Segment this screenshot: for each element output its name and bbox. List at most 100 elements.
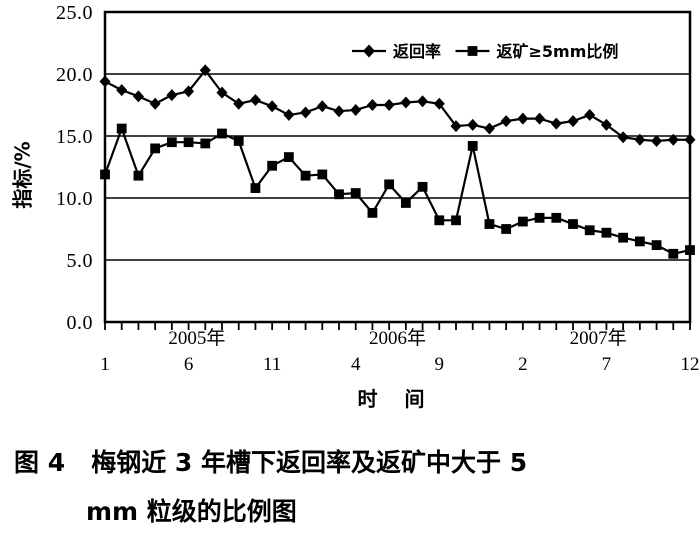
y-tick-label: 20.0	[56, 64, 93, 86]
line-chart: 0.05.010.015.020.025.0 1 6 11 4 9 2 7 12 2005年 2…	[11, 2, 700, 411]
data-point-marker	[567, 115, 579, 128]
data-point-marker	[634, 133, 646, 146]
data-point-marker	[551, 212, 562, 223]
figure-caption-line-2: mm 粒级的比例图	[86, 497, 297, 526]
data-point-marker	[500, 115, 512, 128]
x-axis-year-label: 2006年	[369, 327, 426, 349]
data-point-marker	[634, 236, 645, 247]
gridlines	[105, 73, 690, 261]
data-point-marker	[149, 97, 161, 110]
data-point-marker	[333, 105, 345, 118]
data-point-marker	[451, 215, 461, 226]
data-point-marker	[367, 207, 378, 218]
data-point-marker	[217, 128, 227, 139]
data-point-marker	[568, 219, 578, 229]
data-point-marker	[334, 189, 344, 200]
data-point-marker	[99, 75, 111, 88]
data-point-marker	[417, 95, 429, 108]
y-tick-label: 10.0	[56, 188, 93, 210]
data-point-marker	[685, 245, 695, 255]
data-point-marker	[483, 122, 495, 135]
data-point-marker	[601, 227, 612, 238]
data-point-marker	[316, 100, 328, 113]
legend-item-return-ore-5mm: 返矿≥5mm比例	[455, 42, 619, 61]
data-point-marker	[166, 137, 177, 148]
data-point-marker	[618, 232, 629, 243]
series-return-ore-5mm	[100, 123, 695, 259]
data-point-marker	[550, 117, 562, 130]
x-tick-label: 4	[351, 354, 361, 375]
data-point-marker	[684, 133, 696, 146]
x-axis-ticks	[104, 322, 691, 330]
data-point-marker	[199, 64, 211, 77]
data-point-marker	[584, 108, 596, 121]
legend-item-return-rate: 返回率	[352, 42, 441, 61]
x-tick-label: 11	[263, 354, 281, 375]
data-point-marker	[183, 85, 195, 98]
data-point-marker	[132, 90, 144, 103]
data-point-marker	[116, 84, 128, 97]
data-point-marker	[233, 136, 244, 146]
x-axis-year-label: 2005年	[168, 327, 225, 349]
data-point-marker	[450, 120, 462, 133]
data-point-marker	[133, 170, 144, 181]
data-point-marker	[668, 248, 679, 259]
data-point-marker	[249, 94, 261, 107]
data-point-marker	[400, 198, 411, 208]
x-tick-label: 12	[681, 354, 700, 375]
data-point-marker	[400, 96, 412, 109]
x-axis-title: 时 间	[358, 387, 435, 411]
x-axis-tick-labels: 1 6 11 4 9 2 7 12	[100, 354, 699, 375]
legend-label: 返回率	[393, 42, 441, 61]
data-point-marker	[233, 97, 245, 110]
data-point-marker	[501, 224, 512, 234]
data-point-marker	[517, 216, 528, 227]
data-point-marker	[267, 160, 278, 171]
data-point-marker	[484, 219, 495, 229]
data-point-marker	[467, 46, 478, 56]
data-point-marker	[434, 215, 445, 226]
data-point-marker	[600, 118, 612, 131]
data-series-layer	[99, 64, 696, 259]
data-point-marker	[363, 44, 375, 58]
x-tick-label: 9	[435, 354, 445, 375]
data-point-marker	[667, 133, 679, 146]
series-return-rate	[99, 64, 696, 147]
data-point-marker	[166, 89, 178, 102]
data-point-marker	[350, 188, 361, 198]
x-tick-label: 1	[100, 354, 110, 375]
data-point-marker	[350, 103, 362, 116]
data-point-marker	[100, 169, 110, 180]
data-point-marker	[150, 143, 161, 154]
data-point-marker	[534, 212, 545, 223]
chart-container: 0.0 5.0 10.0 15.0 20.0 25.0 1 6 11 4 9 2 7 12 2005年 2…	[11, 2, 700, 411]
data-point-marker	[433, 97, 445, 110]
data-point-marker	[651, 134, 663, 147]
y-tick-label: 15.0	[56, 126, 93, 148]
data-point-marker	[417, 181, 428, 192]
data-point-marker	[517, 112, 529, 125]
plot-area-frame	[103, 10, 692, 324]
x-tick-label: 2	[518, 354, 528, 375]
figure-caption-line-1: 图 4 梅钢近 3 年槽下返回率及返矿中大于 5	[14, 448, 528, 477]
data-point-marker	[366, 99, 378, 111]
legend-label: 返矿≥5mm比例	[497, 42, 619, 61]
data-point-marker	[300, 106, 312, 119]
chart-legend: 返回率 返矿≥5mm比例	[352, 42, 618, 61]
data-point-marker	[584, 225, 595, 236]
data-point-marker	[467, 141, 478, 151]
data-point-marker	[467, 118, 479, 131]
data-point-marker	[200, 138, 211, 149]
data-point-marker	[534, 112, 546, 125]
data-point-marker	[383, 99, 395, 111]
data-point-marker	[384, 179, 395, 190]
data-point-marker	[317, 169, 328, 180]
y-tick-label: 25.0	[56, 2, 93, 24]
data-point-marker	[283, 152, 294, 162]
data-point-marker	[617, 131, 629, 144]
data-point-marker	[300, 170, 311, 181]
data-point-marker	[216, 86, 228, 99]
figure-caption: 图 4 梅钢近 3 年槽下返回率及返矿中大于 5 mm 粒级的比例图	[0, 438, 700, 536]
y-axis-title: 指标/%	[11, 141, 35, 208]
